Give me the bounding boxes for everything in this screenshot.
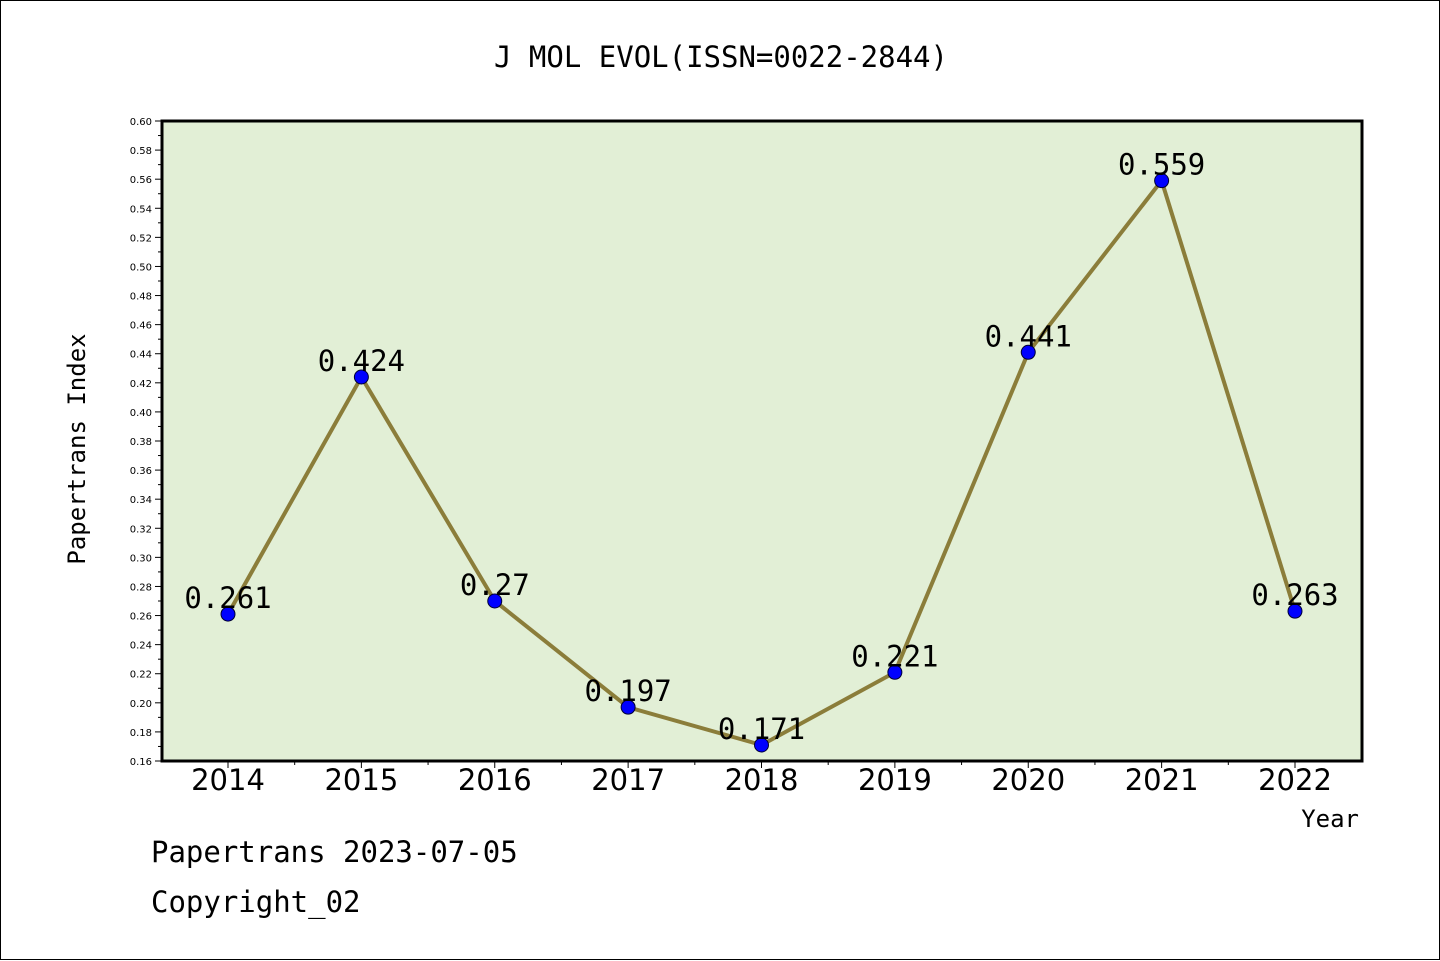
- y-tick-label: 0.24: [130, 641, 152, 652]
- data-point: [220, 606, 236, 622]
- y-axis-label: Papertrans Index: [63, 333, 91, 564]
- data-label: 0.441: [985, 319, 1072, 353]
- x-tick-label: 2020: [991, 763, 1065, 797]
- data-series: 0.261 0.424 0.27 0.197 0.171 0.221 0.441 0.559 0…: [184, 148, 1339, 753]
- data-label: 0.261: [184, 581, 271, 615]
- y-tick-label: 0.22: [130, 670, 152, 681]
- y-tick-label: 0.58: [130, 146, 152, 157]
- x-tick-label: 2015: [324, 763, 398, 797]
- data-label: 0.221: [851, 639, 938, 673]
- x-tick-label: 2019: [858, 763, 932, 797]
- data-label: 0.559: [1118, 148, 1205, 182]
- x-tick-label: 2018: [725, 763, 799, 797]
- y-tick-label: 0.42: [130, 379, 152, 390]
- data-point: [1154, 173, 1170, 189]
- y-tick-label: 0.46: [130, 321, 152, 332]
- plot-area: [160, 119, 1364, 763]
- data-label: 0.424: [318, 344, 405, 378]
- data-label: 0.197: [584, 674, 671, 708]
- data-point: [754, 737, 769, 753]
- y-tick-label: 0.36: [130, 466, 152, 477]
- footer-copyright-text: Copyright_02: [151, 885, 361, 919]
- y-axis-ticks: 0.16 0.18 0.20 0.22 0.24 0.26 0.28 0.30 0.32 0.34…: [130, 117, 162, 768]
- y-tick-label: 0.54: [130, 204, 152, 215]
- y-tick-label: 0.34: [130, 495, 152, 506]
- x-tick-label: 2021: [1125, 763, 1199, 797]
- x-tick-label: 2016: [458, 763, 532, 797]
- data-point: [487, 593, 503, 609]
- y-tick-label: 0.40: [130, 408, 152, 419]
- data-point: [887, 664, 903, 680]
- chart-title: J MOL EVOL(ISSN=0022-2844): [494, 40, 948, 74]
- y-tick-label: 0.20: [130, 699, 152, 710]
- x-tick-label: 2017: [591, 763, 665, 797]
- x-axis-label: Year: [1301, 805, 1359, 833]
- y-tick-label: 0.16: [130, 757, 152, 768]
- footer-date-text: Papertrans 2023-07-05: [151, 835, 518, 869]
- y-tick-label: 0.32: [130, 524, 152, 535]
- data-point: [620, 699, 636, 715]
- y-tick-label: 0.28: [130, 582, 152, 593]
- y-tick-label: 0.48: [130, 292, 152, 303]
- data-label: 0.171: [718, 712, 805, 746]
- x-tick-label: 2022: [1258, 763, 1332, 797]
- y-tick-label: 0.26: [130, 612, 152, 623]
- data-label: 0.263: [1251, 578, 1338, 612]
- data-point: [1020, 344, 1036, 360]
- y-tick-label: 0.18: [130, 728, 152, 739]
- y-tick-label: 0.52: [130, 233, 152, 244]
- data-point: [353, 369, 369, 385]
- y-tick-label: 0.44: [130, 350, 152, 361]
- y-tick-label: 0.38: [130, 437, 152, 448]
- x-axis-ticks: 2014 2015 2016 2017 2018 2019 2020 2021 2022: [191, 761, 1332, 797]
- data-label: 0.27: [460, 568, 530, 602]
- x-tick-label: 2014: [191, 763, 265, 797]
- y-tick-label: 0.30: [130, 553, 152, 564]
- data-point: [1287, 603, 1303, 619]
- y-tick-label: 0.50: [130, 262, 152, 273]
- y-tick-label: 0.60: [130, 117, 152, 128]
- y-tick-label: 0.56: [130, 175, 152, 186]
